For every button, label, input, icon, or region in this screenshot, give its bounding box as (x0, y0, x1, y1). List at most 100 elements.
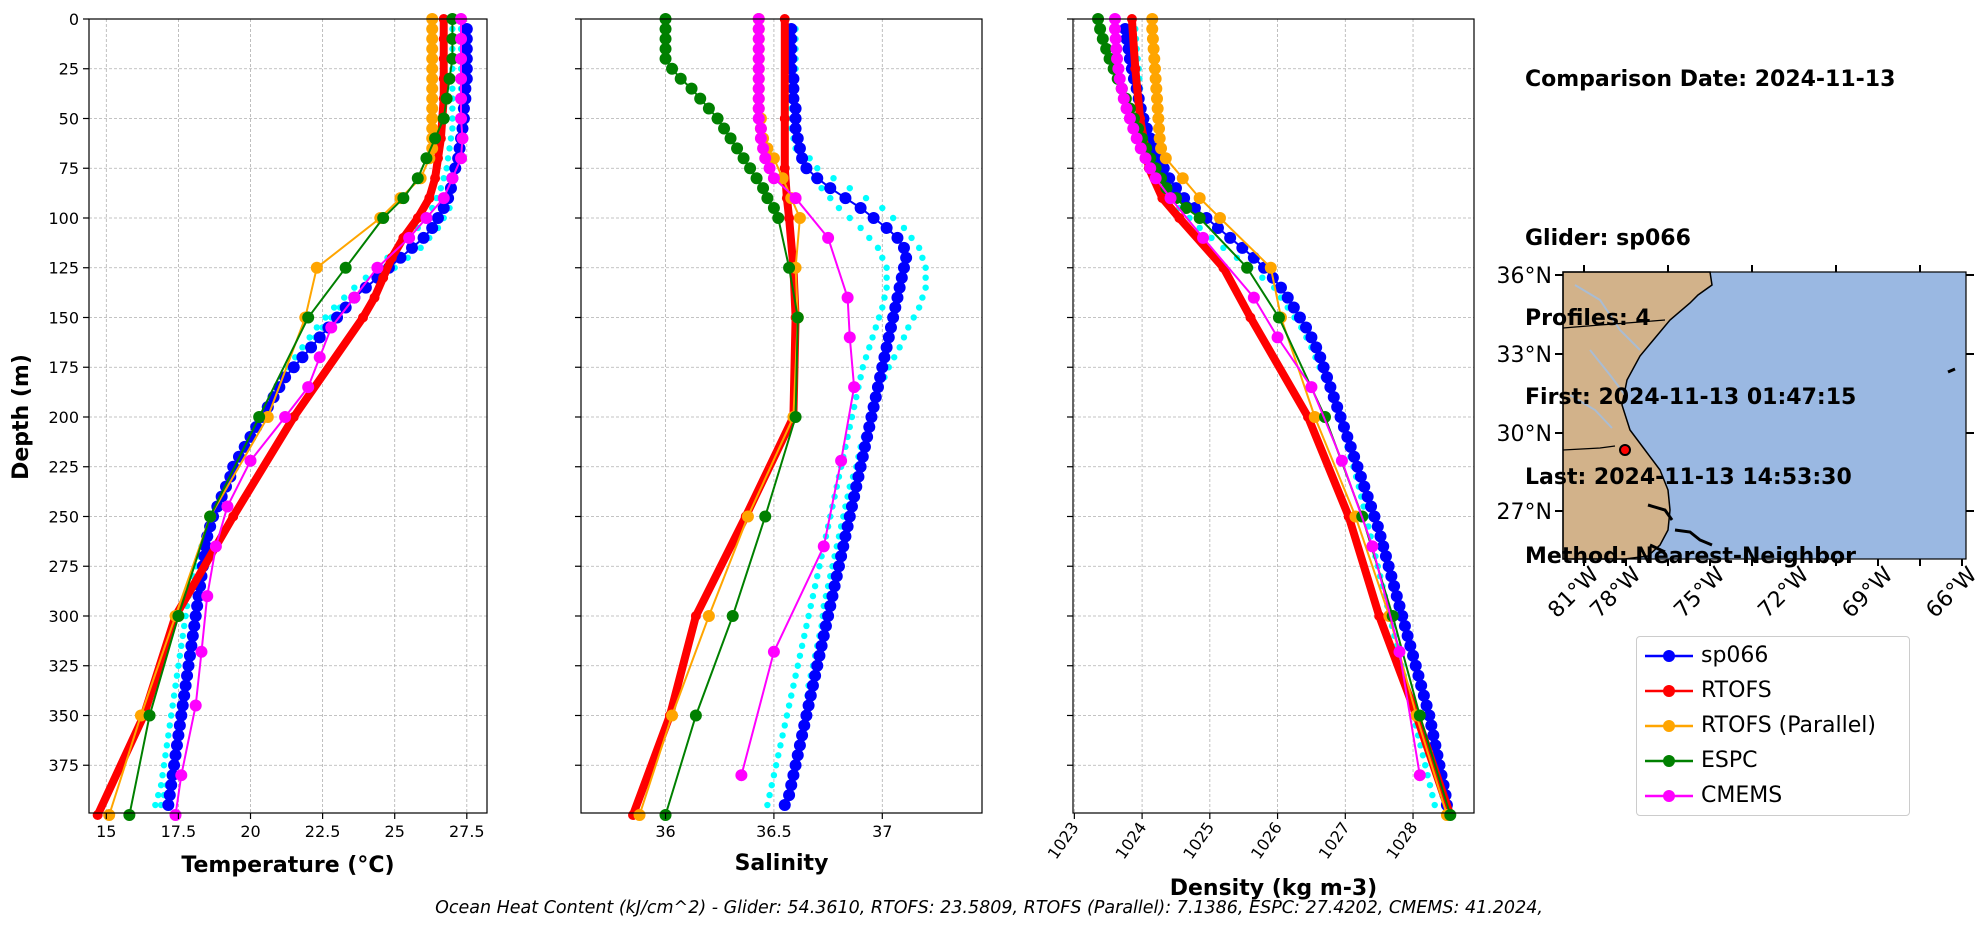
rtofs-point (432, 153, 443, 164)
sp066-point (893, 281, 906, 294)
rtofs-parallel-point (426, 112, 439, 125)
rtofs-parallel-point (1153, 132, 1166, 145)
first-time: First: 2024-11-13 01:47:15 (1525, 385, 1857, 410)
map-river (1589, 349, 1626, 396)
rtofs-point (1218, 262, 1229, 273)
x-axis-label: Density (kg m-3) (1170, 876, 1378, 901)
glider-profile-point (853, 393, 860, 401)
espc-point (659, 32, 672, 45)
rtofs-parallel-point (741, 510, 754, 523)
sp066-point (1314, 351, 1327, 364)
espc-point (711, 112, 724, 125)
map-land (1562, 271, 1713, 560)
cmems-point (455, 152, 468, 165)
cmems-point (169, 808, 182, 821)
sp066-point (819, 619, 832, 632)
sp066-point (1390, 590, 1403, 603)
cmems-point (757, 142, 770, 155)
espc-point (204, 510, 217, 523)
sp066-point (811, 172, 824, 185)
sp066-point (789, 759, 802, 772)
sp066-point (1371, 520, 1384, 533)
cmems-point (1130, 132, 1143, 145)
espc-point (437, 112, 450, 125)
glider-profile-point (351, 284, 358, 291)
legend-label: sp066 (1701, 643, 1769, 668)
glider-profile-point (874, 244, 882, 252)
espc-point (724, 132, 737, 145)
cmems-point (1134, 142, 1147, 155)
glider-profile-point (772, 762, 780, 769)
rtofs-parallel-point (1150, 92, 1163, 105)
glider-profile-point (783, 712, 791, 719)
sp066-point (460, 22, 473, 35)
sp066-point (793, 142, 806, 155)
rtofs-point (1130, 63, 1141, 74)
sp066-point (854, 202, 867, 215)
glider-profile-point (160, 762, 168, 769)
y-tick-label: 150 (48, 308, 79, 327)
sp066-point (832, 560, 845, 573)
y-tick-label: 100 (48, 209, 79, 228)
glider-profile-point (313, 324, 321, 331)
glider-profile-point (807, 602, 814, 610)
espc-point (783, 261, 796, 274)
x-tick-label: 1027 (1315, 818, 1354, 862)
sp066-point (813, 649, 826, 662)
glider-profile-point (922, 274, 929, 281)
cmems-point (403, 231, 416, 244)
sp066-point (1348, 450, 1361, 463)
sp066-point (824, 182, 837, 195)
x-tick-label: 25 (385, 822, 405, 841)
sp066-point (863, 420, 876, 433)
glider-profile-point (806, 155, 813, 162)
rtofs-point (690, 610, 701, 621)
sp066-point (1398, 619, 1411, 632)
sp066-point (1305, 331, 1318, 344)
sp066-point (843, 510, 856, 523)
salinity-panel: 36 36.5 37 Salinity (575, 13, 983, 876)
sp066-point (1324, 381, 1337, 394)
rtofs-parallel-point (1152, 112, 1165, 125)
cmems-point (752, 102, 765, 115)
cmems-point (1139, 152, 1152, 165)
rtofs-parallel-point (426, 122, 439, 135)
sp066-point (1382, 560, 1395, 573)
sp066-point (848, 490, 861, 503)
sp066-point (172, 729, 185, 742)
sp066-point (186, 629, 199, 642)
sp066-point (1281, 291, 1294, 304)
glider-profile-point (306, 334, 313, 341)
rtofs-parallel-point (1159, 152, 1172, 165)
rtofs-point (779, 163, 790, 174)
glider-profile-point (866, 344, 873, 351)
cmems-point (1164, 192, 1177, 205)
sp066-point (185, 639, 198, 652)
espc-point (659, 52, 672, 65)
espc-point (429, 132, 442, 145)
map-islands (1947, 367, 1956, 374)
rtofs-parallel-point (1146, 32, 1159, 45)
cmems-point (244, 454, 257, 467)
cmems-point (752, 52, 765, 65)
sp066-point (839, 192, 852, 205)
sp066-point (900, 251, 913, 264)
glider-profile-point (299, 344, 306, 351)
legend-label: CMEMS (1701, 783, 1783, 808)
glider-profile-point (1431, 801, 1438, 809)
map-lat-label: 36°N (1497, 264, 1552, 289)
sp066-point (1368, 510, 1381, 523)
sp066-point (791, 132, 804, 145)
rtofs-parallel-point (426, 62, 439, 75)
rtofs-point (412, 212, 423, 223)
glider-profile-point (446, 145, 453, 152)
glider-profile-point (768, 781, 775, 789)
glider-profile-point (152, 801, 159, 809)
rtofs-point (357, 312, 368, 323)
x-tick-label: 1026 (1247, 818, 1286, 862)
sp066-point (191, 600, 204, 613)
sp066-point (359, 281, 372, 294)
sp066-point (189, 609, 202, 622)
cmems-point (195, 645, 208, 658)
map-islands (1647, 503, 1713, 554)
